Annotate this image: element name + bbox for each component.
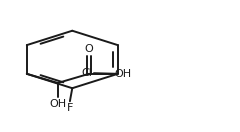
Text: O: O — [84, 44, 93, 54]
Text: Cl: Cl — [82, 68, 93, 78]
Text: F: F — [67, 103, 73, 113]
Text: OH: OH — [114, 69, 131, 79]
Text: OH: OH — [49, 99, 66, 109]
